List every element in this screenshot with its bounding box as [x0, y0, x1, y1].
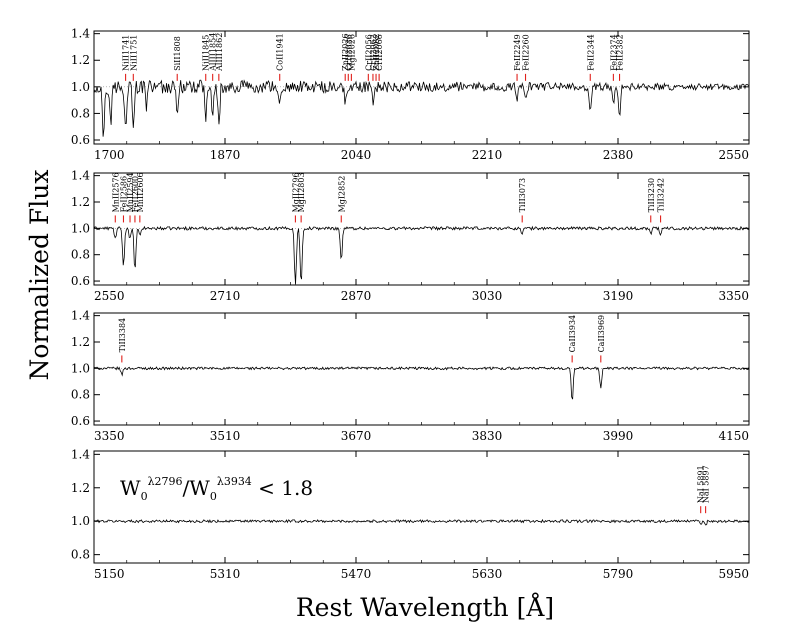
y-tick-label: 0.8	[71, 548, 90, 562]
y-tick-label: 0.8	[71, 248, 90, 262]
x-tick-label: 3030	[472, 289, 503, 303]
line-id-label: NiII1751	[129, 35, 138, 71]
y-tick-label: 0.8	[71, 106, 90, 120]
line-id-label: NiII1845	[202, 35, 211, 71]
line-id-label: NaI 5891	[697, 465, 706, 503]
y-tick-label: 1.0	[71, 221, 90, 235]
y-axis-title: Normalized Flux	[25, 170, 54, 381]
x-tick-label: 5150	[94, 567, 125, 581]
y-tick-label: 1.2	[71, 335, 90, 349]
line-id-label: NiII1741	[122, 35, 131, 71]
panel-frame	[93, 312, 750, 426]
line-id-label: CoII1941	[276, 33, 285, 71]
line-id-label: SiII1808	[173, 36, 182, 71]
x-tick-label: 3510	[210, 429, 241, 443]
y-tick-label: 1.2	[71, 195, 90, 209]
x-tick-label: 3350	[94, 429, 125, 443]
line-id-label: TiII3384	[118, 318, 127, 353]
line-id-label: CrII2062	[369, 34, 378, 71]
y-tick-label: 0.8	[71, 388, 90, 402]
x-tick-label: 5790	[603, 567, 634, 581]
y-tick-label: 1.2	[71, 53, 90, 67]
y-tick-label: 1.4	[71, 27, 90, 41]
line-id-label: MnII2576	[111, 172, 120, 212]
line-id-label: FeII2586	[119, 176, 128, 213]
panel-1: 1700 1870 2040 2210 2380 2550 0.6 0.8 1.0 1.2 1.4 N…	[71, 27, 750, 162]
x-tick-label: 3350	[718, 289, 749, 303]
y-tick-label: 0.6	[71, 274, 90, 288]
equivalent-width-ratio-annotation: W0λ2796/W0λ3934 < 1.8	[120, 475, 313, 503]
x-tick-label: 3190	[603, 289, 634, 303]
x-tick-label: 1700	[94, 148, 125, 162]
line-id-label: FeII2344	[586, 34, 595, 71]
panel-frame	[93, 450, 750, 564]
x-tick-label: 5950	[718, 567, 749, 581]
line-id-label: CaII3969	[597, 315, 606, 353]
line-id-label: AlIII1854	[209, 33, 218, 72]
line-id-label: AlIII1862	[215, 33, 224, 72]
x-tick-label: 2380	[603, 148, 634, 162]
x-tick-label: 3830	[472, 429, 503, 443]
line-id-label: FeII2600	[131, 176, 140, 213]
line-id-label: FeII2260	[522, 34, 531, 71]
spectrum-trace	[93, 518, 750, 526]
x-axis-title: Rest Wavelength [Å]	[296, 592, 554, 622]
x-tick-label: 4150	[718, 429, 749, 443]
x-tick-label: 2710	[210, 289, 241, 303]
line-id-label: MgI2026	[347, 34, 356, 71]
x-tick-label: 2210	[472, 148, 503, 162]
line-id-label: TiII3073	[518, 178, 527, 213]
x-tick-label: 1870	[210, 148, 241, 162]
y-tick-label: 1.4	[71, 447, 90, 461]
line-id-label: MgII2803	[297, 172, 306, 212]
x-tick-label: 2550	[718, 148, 749, 162]
line-id-label: MnII2594	[126, 172, 135, 212]
line-id-label: FeII2382	[616, 34, 625, 71]
x-tick-label: 5630	[472, 567, 503, 581]
spectrum-trace	[93, 225, 750, 285]
spectrum-trace	[93, 366, 750, 400]
line-id-label: CrII2066	[375, 34, 384, 71]
line-id-label: ZnII2062	[372, 33, 381, 70]
y-tick-label: 1.4	[71, 309, 90, 323]
x-tick-label: 2040	[341, 148, 372, 162]
line-id-label: MgI2852	[337, 176, 346, 213]
line-id-label: CrII2056	[364, 34, 373, 71]
y-tick-label: 1.0	[71, 361, 90, 375]
spectrum-panels: 1700 1870 2040 2210 2380 2550 0.6 0.8 1.0 1.2 1.4 N…	[71, 27, 750, 581]
x-tick-label: 5470	[341, 567, 372, 581]
line-id-label: ZnII2026	[341, 33, 350, 70]
x-tick-label: 3990	[603, 429, 634, 443]
line-id-label: FeII2249	[513, 34, 522, 71]
line-id-label: MgII2796	[291, 172, 300, 212]
y-tick-label: 1.2	[71, 481, 90, 495]
x-tick-label: 3670	[341, 429, 372, 443]
line-id-label: TiII3242	[657, 178, 666, 213]
line-id-label: MnII2606	[136, 172, 145, 212]
y-tick-label: 1.4	[71, 169, 90, 183]
spectrum-trace	[93, 79, 750, 137]
x-tick-label: 2550	[94, 289, 125, 303]
line-id-label: NaI 5897	[702, 465, 711, 503]
line-id-label: FeII2374	[609, 34, 618, 71]
y-tick-label: 0.6	[71, 133, 90, 147]
y-tick-label: 0.6	[71, 414, 90, 428]
y-tick-label: 1.0	[71, 80, 90, 94]
panel-3: 3350 3510 3670 3830 3990 4150 0.6 0.8 1.0 1.2 1.4 T…	[71, 309, 750, 443]
line-id-label: TiII3230	[647, 178, 656, 213]
line-id-label: CaII3934	[568, 315, 577, 353]
panel-4: 5150 5310 5470 5630 5790 5950 0.8 1.0 1.2 1.4 NaI …	[71, 447, 750, 581]
y-tick-label: 1.0	[71, 514, 90, 528]
x-tick-label: 2870	[341, 289, 372, 303]
panel-2: 2550 2710 2870 3030 3190 3350 0.6 0.8 1.0 1.2 1.4 M…	[71, 169, 750, 303]
x-tick-label: 5310	[210, 567, 241, 581]
line-id-label: CrII2026	[344, 34, 353, 71]
